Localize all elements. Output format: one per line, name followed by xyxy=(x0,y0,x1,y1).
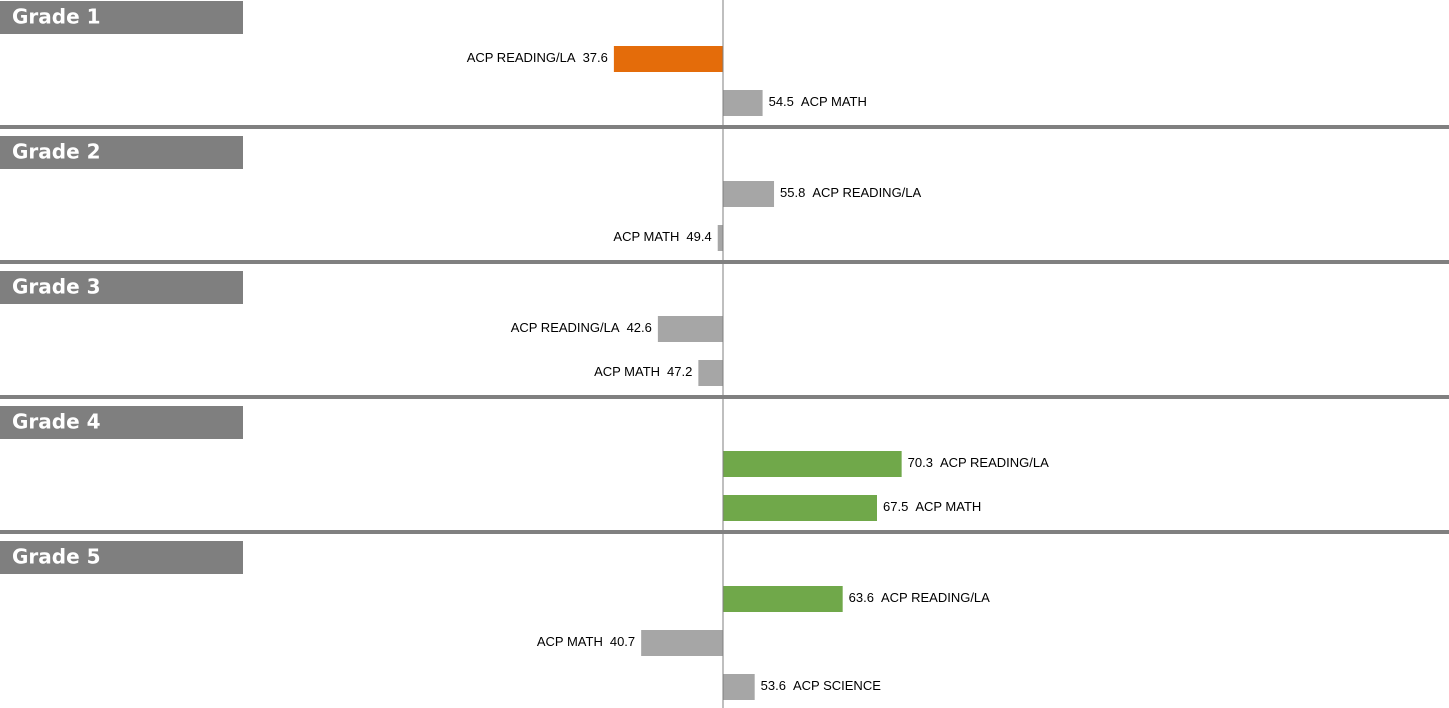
bar xyxy=(723,90,763,116)
bar-label-name: ACP MATH xyxy=(801,94,867,109)
bar xyxy=(723,495,877,521)
bar-label: 63.6 ACP READING/LA xyxy=(849,590,990,605)
bar xyxy=(723,451,902,477)
group-header xyxy=(0,541,243,574)
bar-label-name: ACP MATH xyxy=(613,229,679,244)
bar-label-value: 47.2 xyxy=(667,364,692,379)
bar-label-name: ACP READING/LA xyxy=(467,50,576,65)
bar-label-name: ACP MATH xyxy=(594,364,660,379)
bar xyxy=(657,316,723,342)
group-header xyxy=(0,271,243,304)
bar-label-value: 40.7 xyxy=(610,634,635,649)
bar-label-value: 67.5 xyxy=(883,499,908,514)
bar-label-name: ACP READING/LA xyxy=(812,185,921,200)
bar-label: 53.6 ACP SCIENCE xyxy=(761,678,882,693)
bar-label-name: ACP READING/LA xyxy=(511,320,620,335)
group-title: Grade 5 xyxy=(12,545,101,569)
bar-label-value: 63.6 xyxy=(849,590,874,605)
bar-label-value: 37.6 xyxy=(583,50,608,65)
bar-label-name: ACP READING/LA xyxy=(940,455,1049,470)
bar-label: ACP MATH 49.4 xyxy=(613,229,711,244)
bar-label: 55.8 ACP READING/LA xyxy=(780,185,921,200)
bar-label-value: 53.6 xyxy=(761,678,786,693)
group-header xyxy=(0,406,243,439)
bar-label-value: 70.3 xyxy=(908,455,933,470)
group-separator xyxy=(0,530,1449,534)
group-title: Grade 2 xyxy=(12,140,101,164)
bar-label-value: 49.4 xyxy=(686,229,711,244)
bar-label-name: ACP MATH xyxy=(915,499,981,514)
bar xyxy=(723,181,775,207)
bar xyxy=(698,360,723,386)
bar-label: 70.3 ACP READING/LA xyxy=(908,455,1049,470)
group-title: Grade 1 xyxy=(12,5,101,29)
bar-label: ACP READING/LA 42.6 xyxy=(511,320,652,335)
bar xyxy=(717,225,723,251)
bar-label-value: 54.5 xyxy=(769,94,794,109)
group-separator xyxy=(0,260,1449,264)
group-separator xyxy=(0,125,1449,129)
bar-label: 67.5 ACP MATH xyxy=(883,499,981,514)
bar-label: ACP MATH 40.7 xyxy=(537,634,635,649)
group-header xyxy=(0,1,243,34)
bar-label: 54.5 ACP MATH xyxy=(769,94,867,109)
bar-label: ACP MATH 47.2 xyxy=(594,364,692,379)
group-separator xyxy=(0,395,1449,399)
bar-label-name: ACP SCIENCE xyxy=(793,678,881,693)
bar-label-value: 42.6 xyxy=(627,320,652,335)
bar-label: ACP READING/LA 37.6 xyxy=(467,50,608,65)
group-title: Grade 3 xyxy=(12,275,101,299)
bar xyxy=(641,630,723,656)
bar-label-value: 55.8 xyxy=(780,185,805,200)
bar-label-name: ACP MATH xyxy=(537,634,603,649)
bar xyxy=(613,46,723,72)
bar xyxy=(723,586,843,612)
bar-label-name: ACP READING/LA xyxy=(881,590,990,605)
group-title: Grade 4 xyxy=(12,410,101,434)
group-header xyxy=(0,136,243,169)
bar xyxy=(723,674,755,700)
